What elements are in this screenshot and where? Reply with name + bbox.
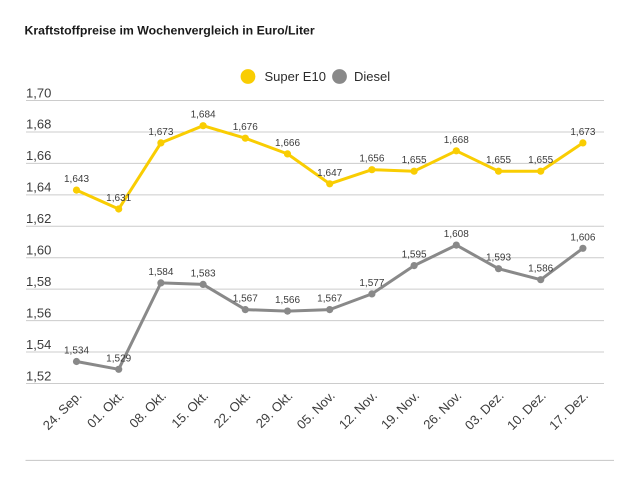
svg-text:1,584: 1,584 xyxy=(148,267,173,278)
svg-text:1,655: 1,655 xyxy=(486,155,511,166)
svg-text:1,62: 1,62 xyxy=(26,211,51,226)
svg-text:1,673: 1,673 xyxy=(148,127,173,138)
svg-text:1,58: 1,58 xyxy=(26,274,51,289)
svg-text:1,673: 1,673 xyxy=(570,127,595,138)
svg-text:1,60: 1,60 xyxy=(26,243,51,258)
svg-text:1,656: 1,656 xyxy=(359,154,384,165)
svg-text:1,566: 1,566 xyxy=(275,295,300,306)
svg-text:1,68: 1,68 xyxy=(26,117,51,132)
svg-text:1,529: 1,529 xyxy=(106,353,131,364)
svg-text:1,684: 1,684 xyxy=(191,110,216,121)
svg-text:1,647: 1,647 xyxy=(317,168,342,179)
svg-text:1,593: 1,593 xyxy=(486,253,511,264)
svg-text:1,655: 1,655 xyxy=(402,155,427,166)
svg-text:1,70: 1,70 xyxy=(26,85,51,100)
svg-text:1,583: 1,583 xyxy=(191,268,216,279)
svg-text:1,534: 1,534 xyxy=(64,346,89,357)
svg-text:1,643: 1,643 xyxy=(64,174,89,185)
svg-text:Diesel: Diesel xyxy=(354,69,390,84)
svg-text:1,66: 1,66 xyxy=(26,148,51,163)
svg-text:1,586: 1,586 xyxy=(528,264,553,275)
svg-text:1,567: 1,567 xyxy=(233,294,258,305)
svg-text:1,608: 1,608 xyxy=(444,229,469,240)
svg-text:1,577: 1,577 xyxy=(359,278,384,289)
svg-text:1,666: 1,666 xyxy=(275,138,300,149)
svg-text:Kraftstoffpreise im Wochenverg: Kraftstoffpreise im Wochenvergleich in E… xyxy=(25,23,315,37)
svg-text:1,606: 1,606 xyxy=(570,232,595,243)
svg-text:1,52: 1,52 xyxy=(26,368,51,383)
svg-text:Super E10: Super E10 xyxy=(265,69,326,84)
svg-text:1,595: 1,595 xyxy=(402,250,427,261)
svg-text:1,655: 1,655 xyxy=(528,155,553,166)
svg-text:1,56: 1,56 xyxy=(26,305,51,320)
svg-text:1,676: 1,676 xyxy=(233,122,258,133)
svg-text:1,64: 1,64 xyxy=(26,180,51,195)
svg-text:1,54: 1,54 xyxy=(26,337,51,352)
svg-text:1,631: 1,631 xyxy=(106,193,131,204)
svg-text:1,567: 1,567 xyxy=(317,294,342,305)
svg-text:1,668: 1,668 xyxy=(444,135,469,146)
